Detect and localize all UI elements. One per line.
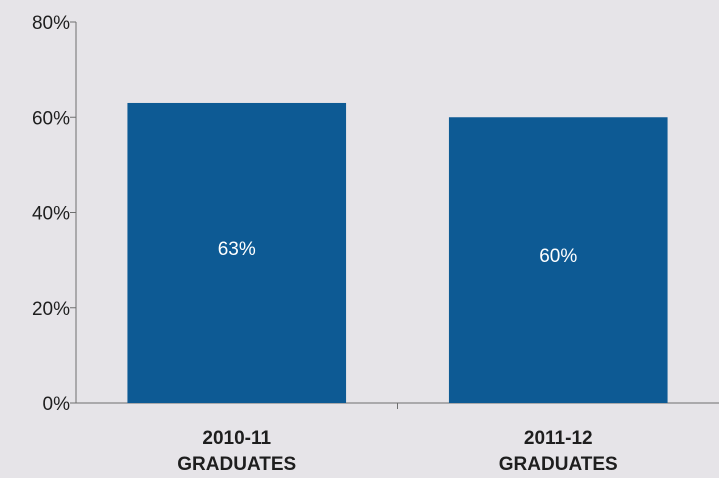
y-tick-label: 60% xyxy=(32,108,70,129)
y-tick-label: 40% xyxy=(32,204,70,225)
y-tick-label: 80% xyxy=(32,13,70,34)
category-label: GRADUATES xyxy=(177,454,296,475)
data-labels: 63% 60% xyxy=(218,239,578,267)
bar-value-label: 63% xyxy=(218,239,256,260)
bar-value-label: 60% xyxy=(539,246,577,267)
category-label: GRADUATES xyxy=(499,454,618,475)
bar xyxy=(127,102,347,404)
bars xyxy=(127,102,668,404)
x-axis xyxy=(76,402,719,409)
category-label: 2010-11 xyxy=(202,428,271,449)
category-label: 2011-12 xyxy=(524,428,593,449)
bar xyxy=(448,117,668,403)
y-tick-label: 0% xyxy=(43,394,71,415)
category-labels: 2010-11 GRADUATES 2011-12 GRADUATES xyxy=(177,428,617,475)
y-axis: 0% 20% 40% 60% 80% xyxy=(32,13,77,415)
y-tick-label: 20% xyxy=(32,299,70,320)
